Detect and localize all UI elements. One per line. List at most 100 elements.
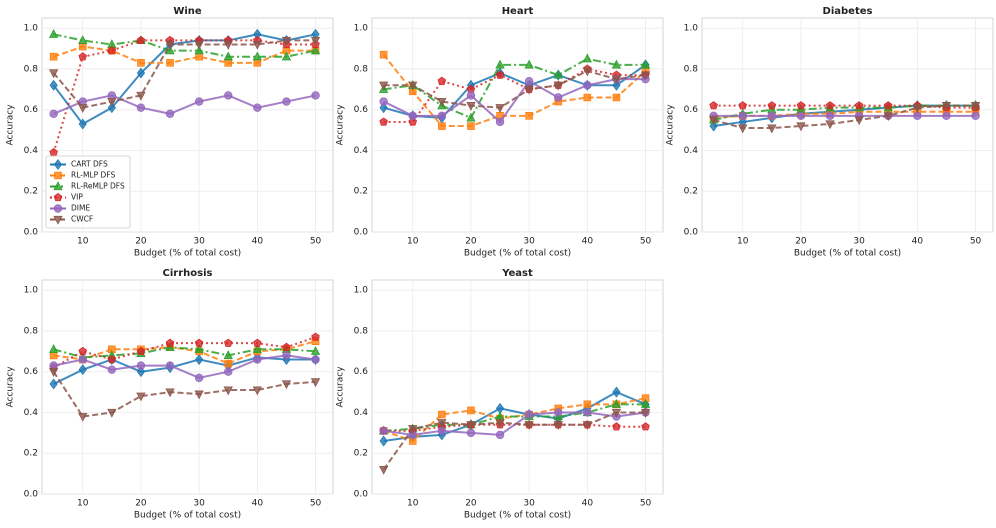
marker bbox=[49, 351, 58, 360]
marker bbox=[466, 102, 476, 111]
marker bbox=[224, 359, 233, 368]
series-line bbox=[382, 54, 647, 128]
legend-label: RL-ReMLP DFS bbox=[71, 182, 125, 191]
marker bbox=[553, 81, 563, 91]
marker bbox=[310, 45, 321, 55]
series-line bbox=[383, 57, 646, 120]
marker bbox=[48, 69, 59, 79]
panel: 0.0 0.2 0.4 0.6 0.8 1.0 10 20 30 40 50 Diabetes Budg… bbox=[666, 6, 994, 259]
y-tick-label: 0.6 bbox=[354, 105, 369, 115]
y-tick-label: 0.0 bbox=[684, 228, 699, 238]
y-tick-label: 0.4 bbox=[684, 146, 699, 156]
legend-marker bbox=[53, 159, 63, 170]
x-axis-label: Budget (% of total cost) bbox=[134, 511, 241, 521]
series-line bbox=[53, 346, 316, 359]
marker bbox=[194, 45, 204, 55]
series-line bbox=[53, 33, 316, 58]
marker bbox=[942, 111, 951, 121]
marker bbox=[194, 373, 204, 383]
marker bbox=[582, 67, 593, 77]
marker bbox=[611, 399, 622, 408]
marker bbox=[971, 111, 980, 121]
x-tick-label: 10 bbox=[407, 499, 419, 509]
marker bbox=[825, 111, 835, 121]
legend-marker bbox=[53, 204, 63, 213]
y-tick-label: 0.4 bbox=[354, 146, 369, 156]
marker bbox=[253, 338, 262, 347]
marker bbox=[612, 386, 621, 398]
marker bbox=[165, 40, 175, 50]
marker bbox=[166, 59, 174, 67]
legend-marker bbox=[53, 193, 63, 202]
marker bbox=[107, 102, 116, 114]
x-tick-label: 20 bbox=[465, 237, 477, 247]
marker bbox=[48, 29, 59, 38]
marker bbox=[708, 116, 719, 126]
marker bbox=[379, 117, 388, 126]
legend-marker bbox=[53, 215, 63, 225]
marker bbox=[709, 101, 718, 110]
marker bbox=[883, 101, 893, 110]
marker bbox=[640, 71, 651, 81]
y-tick-label: 0.4 bbox=[24, 408, 39, 418]
marker bbox=[640, 59, 651, 69]
marker bbox=[224, 367, 233, 376]
legend-label: DIME bbox=[71, 204, 90, 213]
marker bbox=[78, 346, 88, 355]
x-tick-label: 10 bbox=[77, 499, 89, 509]
marker bbox=[78, 42, 87, 51]
marker bbox=[224, 59, 233, 67]
marker bbox=[408, 425, 418, 435]
marker bbox=[467, 122, 475, 130]
x-tick-label: 40 bbox=[582, 237, 594, 247]
series-line bbox=[383, 67, 646, 123]
series-line bbox=[713, 104, 976, 121]
series-line bbox=[383, 64, 647, 119]
marker bbox=[612, 93, 621, 102]
x-tick-label: 30 bbox=[853, 237, 865, 247]
panel: 0.0 0.2 0.4 0.6 0.8 1.0 10 20 30 40 50 Cirrhosis Bud… bbox=[6, 268, 334, 521]
marker bbox=[165, 361, 175, 370]
marker bbox=[437, 419, 447, 428]
y-tick-label: 1.0 bbox=[684, 24, 699, 34]
marker bbox=[107, 408, 117, 418]
marker bbox=[408, 81, 418, 91]
marker bbox=[767, 124, 777, 134]
marker bbox=[310, 378, 321, 388]
series-line bbox=[382, 411, 646, 471]
marker bbox=[583, 93, 592, 102]
marker bbox=[495, 419, 505, 428]
marker bbox=[311, 355, 320, 364]
marker bbox=[223, 40, 233, 50]
marker bbox=[379, 426, 388, 436]
y-tick-label: 0.2 bbox=[24, 449, 38, 459]
marker bbox=[136, 103, 146, 112]
marker bbox=[281, 51, 292, 61]
marker bbox=[49, 109, 58, 118]
marker bbox=[136, 35, 146, 45]
y-tick-label: 0.0 bbox=[354, 228, 369, 238]
legend-box bbox=[45, 155, 131, 229]
marker bbox=[49, 378, 58, 390]
y-tick-label: 0.6 bbox=[354, 367, 369, 377]
marker bbox=[611, 59, 622, 69]
y-tick-label: 0.2 bbox=[24, 187, 38, 197]
y-tick-label: 0.8 bbox=[24, 326, 39, 336]
y-tick-label: 0.8 bbox=[354, 326, 369, 336]
y-axis-label: Accuracy bbox=[666, 104, 676, 146]
series-line bbox=[383, 411, 646, 436]
marker bbox=[495, 70, 505, 79]
x-tick-label: 40 bbox=[252, 237, 264, 247]
panel: 0.0 0.2 0.4 0.6 0.8 1.0 10 20 30 40 50 Heart Budget … bbox=[336, 6, 664, 259]
marker bbox=[282, 97, 291, 106]
marker bbox=[195, 52, 203, 61]
series-line bbox=[383, 390, 646, 443]
marker bbox=[582, 421, 593, 430]
y-tick-label: 0.2 bbox=[684, 187, 698, 197]
x-axis-label: Budget (% of total cost) bbox=[134, 249, 241, 259]
marker bbox=[553, 421, 563, 430]
marker bbox=[583, 400, 592, 409]
marker bbox=[524, 421, 534, 430]
x-tick-label: 30 bbox=[523, 499, 535, 509]
marker bbox=[194, 97, 204, 106]
